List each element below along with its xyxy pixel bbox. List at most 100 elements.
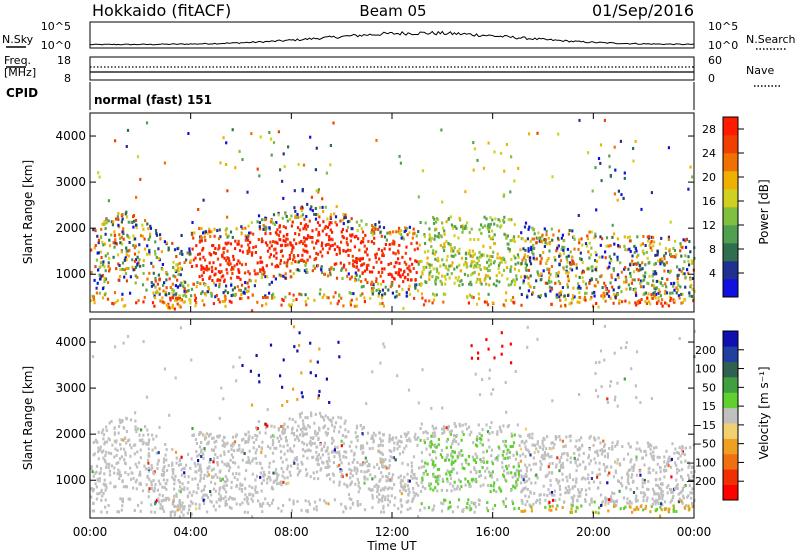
echo-cell [180,504,183,508]
echo-cell [503,220,506,224]
echo-cell [663,254,666,258]
echo-cell [380,510,383,514]
echo-cell [208,227,211,231]
echo-cell [371,233,374,237]
echo-cell [368,464,371,468]
echo-cell [266,445,270,448]
echo-cell [173,513,176,517]
echo-cell [387,288,390,292]
echo-cell [628,501,631,505]
echo-cell [377,270,380,274]
echo-cell [633,463,636,467]
echo-cell [450,254,453,258]
echo-cell [254,251,257,254]
echo-cell [572,262,575,266]
echo-cell [216,257,220,261]
echo-cell [271,293,274,297]
echo-cell [384,498,387,502]
echo-cell [456,471,459,475]
echo-cell [353,235,356,239]
echo-cell [569,510,572,514]
echo-cell [426,431,429,435]
echo-cell [460,225,463,229]
echo-cell [361,292,364,296]
echo-cell [617,189,620,193]
echo-cell [177,273,180,276]
echo-cell [481,443,484,447]
echo-cell [228,505,231,509]
echo-cell [260,447,263,451]
echo-cell [235,262,239,266]
echo-cell [558,484,561,488]
echo-cell [690,470,693,474]
echo-cell [273,248,276,252]
echo-cell [599,243,602,247]
echo-cell [100,488,103,492]
echo-cell [682,496,685,500]
echo-cell [659,477,662,481]
echo-cell [478,470,481,474]
echo-cell [589,459,593,463]
echo-cell [304,237,307,241]
echo-cell [502,457,505,461]
echo-cell [122,341,125,345]
echo-cell [688,476,691,480]
echo-cell [220,386,223,390]
echo-cell [284,240,287,244]
echo-cell [430,236,433,240]
echo-cell [382,304,385,308]
echo-cell [601,237,604,241]
echo-cell [400,483,403,487]
echo-cell [535,447,538,451]
echo-cell [610,259,613,263]
echo-cell [555,507,558,511]
echo-cell [333,455,336,459]
echo-cell [184,293,187,297]
echo-cell [407,431,410,435]
echo-cell [519,469,523,473]
echo-cell [225,268,228,272]
echo-cell [608,255,611,259]
echo-cell [244,226,247,230]
echo-cell [275,478,278,482]
echo-cell [215,439,218,443]
echo-cell [152,479,155,483]
echo-cell [442,502,445,506]
echo-cell [469,484,472,488]
echo-cell [559,438,562,442]
echo-cell [420,422,423,426]
echo-cell [584,488,588,492]
echo-cell [147,469,151,473]
echo-cell [330,423,334,427]
echo-cell [531,291,534,295]
echo-cell [344,428,347,432]
echo-cell [521,501,524,505]
echo-cell [500,331,503,335]
echo-cell [392,230,395,234]
echo-cell [483,278,486,282]
echo-cell [479,458,482,462]
echo-cell [198,432,201,436]
echo-cell [404,275,407,279]
echo-cell [353,304,356,308]
echo-cell [224,289,227,293]
echo-cell [210,480,213,484]
echo-cell [286,443,289,447]
echo-cell [627,473,630,477]
echo-cell [115,453,118,457]
echo-cell [352,292,355,296]
echo-cell [290,509,293,513]
echo-cell [543,451,546,454]
echo-cell [632,469,635,472]
echo-cell [595,265,598,269]
echo-cell [488,432,491,435]
echo-cell [369,270,372,274]
echo-cell [642,508,645,512]
echo-cell [481,466,484,469]
echo-cell [433,293,437,297]
echo-cell [135,195,138,199]
echo-cell [498,447,501,451]
echo-cell [263,473,266,477]
echo-cell [329,237,333,241]
echo-cell [331,238,334,242]
